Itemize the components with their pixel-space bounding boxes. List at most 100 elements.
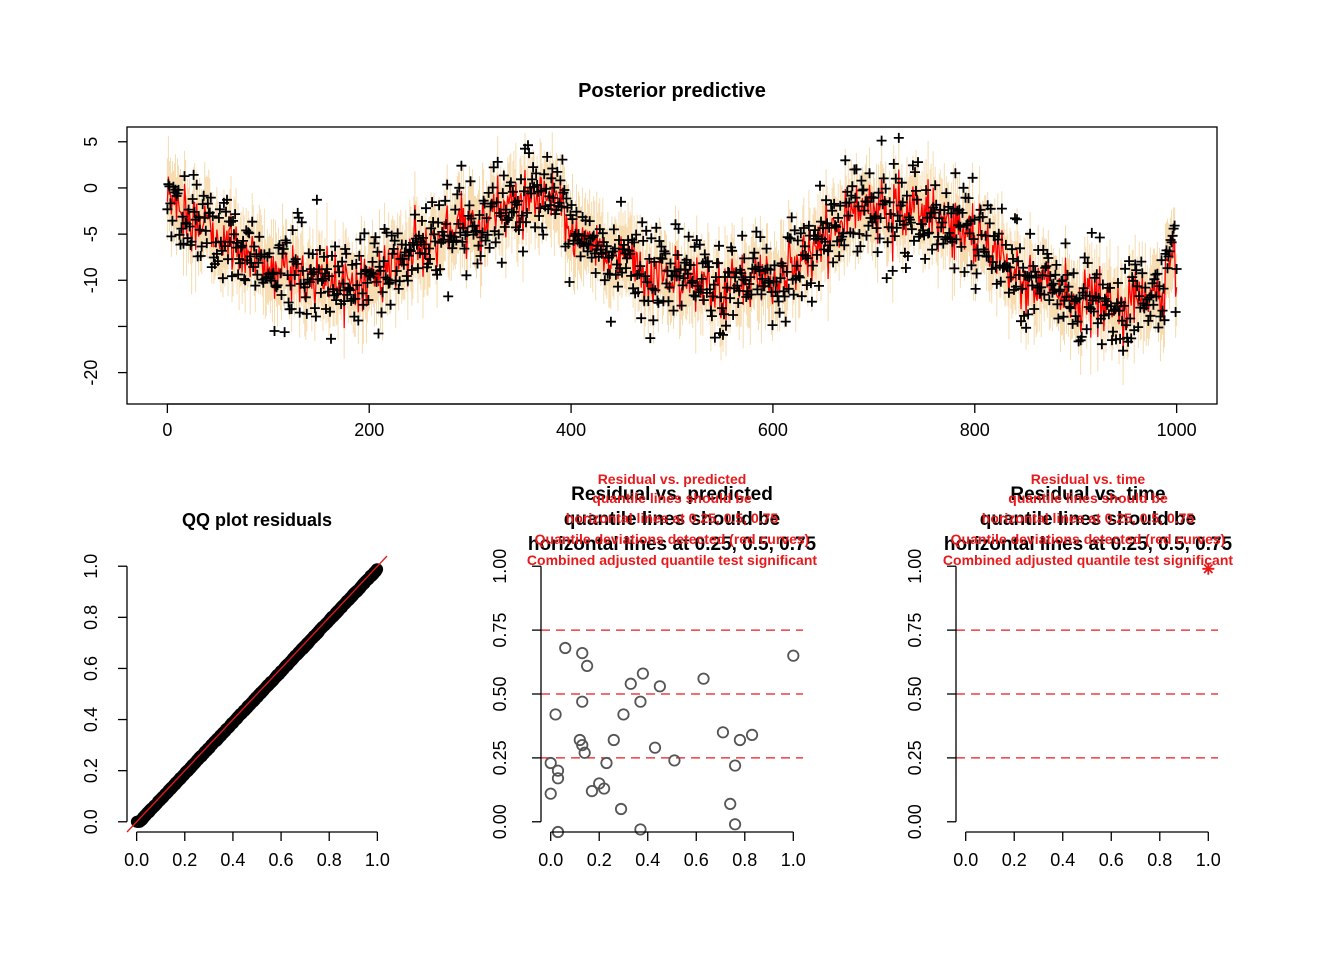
observed-point <box>739 253 750 264</box>
observed-point <box>496 257 507 268</box>
observed-point <box>966 260 977 271</box>
observed-point <box>727 245 738 256</box>
observed-point <box>824 222 835 233</box>
observed-point <box>924 227 935 238</box>
observed-point <box>521 217 531 228</box>
observed-point <box>1016 316 1026 327</box>
observed-point <box>1028 261 1039 271</box>
observed-point <box>187 194 198 204</box>
observed-point <box>1134 291 1145 302</box>
residual-vs-time-panel: Residual vs. time quantile lines should … <box>905 471 1233 870</box>
observed-point <box>286 304 297 314</box>
observed-point <box>513 225 524 235</box>
observed-point <box>369 238 380 249</box>
residual-point <box>580 659 594 672</box>
observed-point <box>240 275 251 286</box>
observed-point <box>695 284 706 295</box>
observed-point <box>1068 268 1079 279</box>
observed-point <box>248 262 259 272</box>
observed-point <box>1054 286 1065 297</box>
residual-vs-time-title-line-2: quantile lines should be <box>980 509 1196 530</box>
observed-point <box>487 182 498 193</box>
observed-point <box>1103 309 1114 320</box>
observed-point <box>1060 238 1071 249</box>
observed-point <box>702 256 713 267</box>
observed-point <box>512 196 523 206</box>
observed-point <box>699 249 710 260</box>
observed-point <box>868 192 879 203</box>
observed-point <box>714 240 724 251</box>
observed-point <box>272 280 283 291</box>
observed-point <box>1156 255 1167 266</box>
observed-point <box>664 282 675 293</box>
observed-point <box>362 277 373 288</box>
observed-point <box>315 287 326 298</box>
observed-point <box>992 234 1003 245</box>
observed-point <box>1025 228 1036 239</box>
observed-point <box>706 311 717 322</box>
observed-point <box>441 219 452 229</box>
residual-vs-predicted-title-line-1: Residual vs. predicted <box>571 484 773 505</box>
observed-point <box>959 267 970 277</box>
observed-point <box>434 200 445 211</box>
observed-point <box>335 285 346 296</box>
observed-point <box>1078 283 1089 294</box>
observed-point <box>637 217 648 228</box>
observed-point <box>223 254 233 265</box>
observed-point <box>911 185 921 196</box>
observed-point <box>1029 304 1040 314</box>
x-tick-label: 0.6 <box>684 850 709 870</box>
observed-point <box>685 260 696 270</box>
observed-point <box>542 151 553 162</box>
observed-point <box>420 249 430 259</box>
observed-point <box>889 231 900 242</box>
observed-point <box>601 241 612 252</box>
observed-point <box>493 229 504 240</box>
observed-point <box>301 308 312 319</box>
observed-point <box>777 261 788 271</box>
observed-point <box>643 296 654 307</box>
observed-point <box>1137 268 1148 279</box>
observed-point <box>1000 239 1011 250</box>
observed-point <box>676 300 687 311</box>
observed-point <box>435 264 446 275</box>
observed-point <box>371 276 382 287</box>
observed-point <box>780 316 791 327</box>
observed-point <box>464 200 475 211</box>
observed-point <box>497 188 508 199</box>
observed-point <box>450 204 461 215</box>
observed-point <box>1120 263 1131 274</box>
observed-point <box>978 244 989 255</box>
qq-reference-line <box>126 555 388 833</box>
observed-point <box>505 177 516 188</box>
observed-point <box>610 269 621 280</box>
residual-point <box>636 667 649 680</box>
observed-point <box>173 184 184 195</box>
observed-point <box>291 258 302 269</box>
observed-point <box>325 306 335 317</box>
observed-point <box>389 235 400 246</box>
observed-point <box>227 271 237 282</box>
observed-point <box>403 250 414 261</box>
observed-point <box>957 207 968 218</box>
observed-point <box>481 213 492 224</box>
residual-vs-time-subtitle-line-5: Combined adjusted quantile test signific… <box>943 552 1233 568</box>
observed-point <box>280 235 291 246</box>
x-tick-label: 0.0 <box>538 850 563 870</box>
observed-point <box>1041 261 1052 272</box>
observed-point <box>491 197 502 208</box>
observed-point <box>890 173 901 184</box>
observed-point <box>621 263 631 274</box>
observed-point <box>518 246 528 257</box>
observed-point <box>791 260 802 271</box>
observed-point <box>710 272 721 283</box>
observed-point <box>984 218 995 229</box>
observed-point <box>202 198 213 209</box>
observed-point <box>452 189 463 200</box>
observed-point <box>708 279 719 290</box>
x-tick-label: 0.4 <box>1050 850 1075 870</box>
observed-point <box>728 310 739 320</box>
observed-point <box>314 245 325 255</box>
observed-point <box>705 305 716 316</box>
residual-point <box>585 785 599 798</box>
